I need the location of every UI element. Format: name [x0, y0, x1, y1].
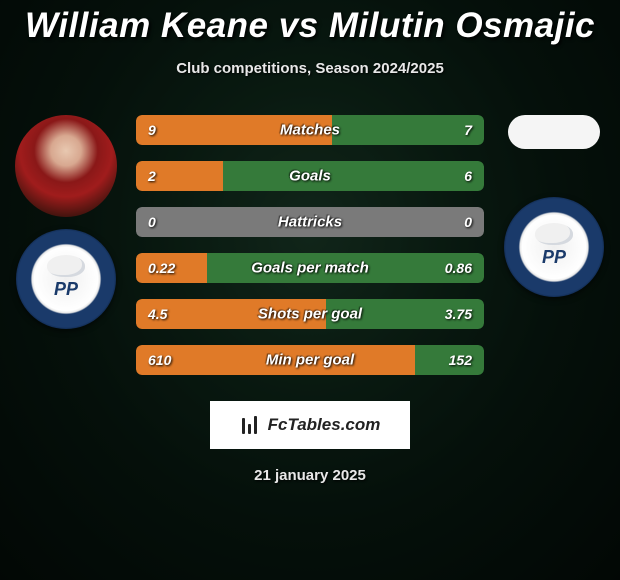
stat-value-left: 610	[148, 352, 171, 368]
stat-value-left: 0.22	[148, 260, 175, 276]
stat-row: 0.22 0.86 Goals per match	[136, 253, 484, 283]
player-right-column	[494, 115, 614, 297]
stat-label: Matches	[280, 122, 340, 139]
stat-row: 2 6 Goals	[136, 161, 484, 191]
branding-banner[interactable]: FcTables.com	[210, 401, 410, 449]
stat-label: Hattricks	[278, 214, 342, 231]
branding-logo-icon	[240, 414, 262, 436]
stat-bar-right	[332, 115, 484, 145]
stat-value-right: 0	[464, 214, 472, 230]
player-right-avatar	[508, 115, 600, 149]
stat-label: Goals	[289, 168, 331, 185]
stat-label: Min per goal	[266, 352, 354, 369]
stat-value-right: 152	[449, 352, 472, 368]
main-row: 9 7 Matches 2 6 Goals 0 0 Hattricks 0.22 0.86 Goals…	[0, 115, 620, 391]
stat-bar-right	[223, 161, 484, 191]
content-root: William Keane vs Milutin Osmajic Club co…	[0, 0, 620, 580]
stat-label: Goals per match	[251, 260, 369, 277]
stat-label: Shots per goal	[258, 306, 362, 323]
player-left-column	[6, 115, 126, 329]
stat-value-left: 2	[148, 168, 156, 184]
stat-value-left: 9	[148, 122, 156, 138]
player-left-avatar	[15, 115, 117, 217]
stat-value-right: 3.75	[445, 306, 472, 322]
stat-row: 610 152 Min per goal	[136, 345, 484, 375]
player-right-club-badge	[504, 197, 604, 297]
stat-value-right: 7	[464, 122, 472, 138]
stat-row: 9 7 Matches	[136, 115, 484, 145]
stat-value-left: 4.5	[148, 306, 167, 322]
page-title: William Keane vs Milutin Osmajic	[0, 6, 620, 46]
branding-text: FcTables.com	[268, 415, 381, 435]
stat-row: 0 0 Hattricks	[136, 207, 484, 237]
date-label: 21 january 2025	[0, 467, 620, 484]
stat-value-right: 6	[464, 168, 472, 184]
player-left-club-badge	[16, 229, 116, 329]
subtitle: Club competitions, Season 2024/2025	[0, 60, 620, 77]
stat-bars: 9 7 Matches 2 6 Goals 0 0 Hattricks 0.22 0.86 Goals…	[126, 115, 494, 391]
stat-value-right: 0.86	[445, 260, 472, 276]
stat-row: 4.5 3.75 Shots per goal	[136, 299, 484, 329]
stat-value-left: 0	[148, 214, 156, 230]
